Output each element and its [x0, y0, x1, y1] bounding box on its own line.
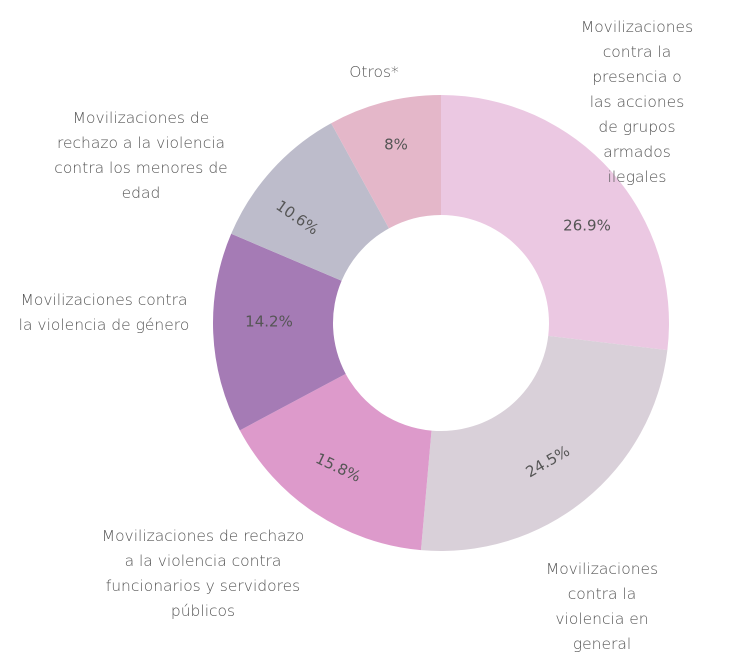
category-label: Otros*	[349, 63, 399, 81]
category-label: Movilizaciones contra la violencia de gé…	[18, 291, 190, 334]
donut-slice	[239, 373, 432, 551]
donut-slice	[231, 123, 389, 281]
category-label: Movilizaciones de rechazo a la violencia…	[54, 109, 228, 202]
value-label: 8%	[384, 136, 408, 154]
value-label: 26.9%	[563, 217, 611, 235]
donut-slice	[213, 233, 346, 431]
category-label: Movilizaciones de rechazo a la violencia…	[101, 527, 305, 620]
donut-slice	[420, 335, 668, 551]
page: 26.9%24.5%15.8%14.2%10.6%8% (() => { con…	[18, 18, 694, 653]
value-label: 14.2%	[245, 313, 293, 331]
category-label: Movilizaciones contra la presencia o las…	[580, 18, 694, 186]
donut-slice	[331, 95, 441, 229]
chart: 26.9%24.5%15.8%14.2%10.6%8%	[213, 95, 669, 551]
category-label: Movilizaciones contra la violencia en ge…	[545, 560, 659, 653]
donut-slice	[441, 95, 669, 351]
